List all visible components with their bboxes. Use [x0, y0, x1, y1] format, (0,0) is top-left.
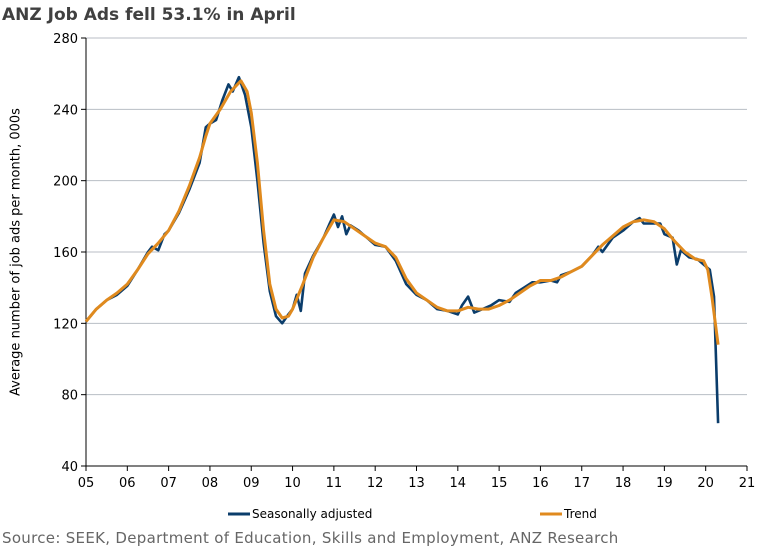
x-tick-label: 17 — [573, 476, 590, 491]
x-tick-label: 15 — [491, 476, 508, 491]
x-tick-label: 08 — [202, 476, 219, 491]
x-tick-label: 12 — [367, 476, 384, 491]
x-tick-label: 13 — [408, 476, 425, 491]
series-line-seasonally-adjusted — [84, 75, 720, 424]
x-tick-label: 11 — [326, 476, 343, 491]
chart-title: ANZ Job Ads fell 53.1% in April — [2, 5, 296, 25]
x-tick-label: 18 — [615, 476, 632, 491]
y-tick-label: 120 — [53, 317, 78, 332]
y-tick-label: 200 — [53, 175, 78, 190]
y-tick-label: 80 — [61, 389, 78, 404]
x-tick-label: 06 — [119, 476, 136, 491]
x-tick-label: 09 — [243, 476, 260, 491]
x-tick-label: 20 — [697, 476, 714, 491]
y-tick-label: 160 — [53, 246, 78, 261]
x-tick-label: 10 — [284, 476, 301, 491]
x-tick-label: 05 — [78, 476, 95, 491]
legend-label: Trend — [563, 507, 597, 521]
x-tick-label: 21 — [739, 476, 756, 491]
x-tick-label: 14 — [450, 476, 467, 491]
legend-label: Seasonally adjusted — [252, 507, 372, 521]
y-tick-label: 240 — [53, 103, 78, 118]
x-tick-label: 07 — [160, 476, 177, 491]
source-note: Source: SEEK, Department of Education, S… — [2, 529, 619, 547]
y-tick-label: 280 — [53, 32, 78, 47]
x-tick-label: 16 — [532, 476, 549, 491]
y-tick-label: 40 — [61, 460, 78, 475]
series-line-trend — [84, 79, 720, 345]
x-tick-label: 19 — [656, 476, 673, 491]
